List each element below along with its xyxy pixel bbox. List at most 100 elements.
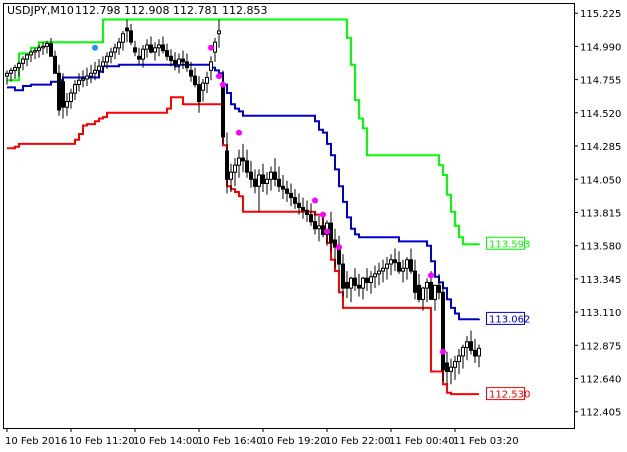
candle <box>233 158 237 187</box>
lower-band-line <box>7 96 479 396</box>
y-tick-label: 113.110 <box>580 308 621 319</box>
candle <box>385 257 389 280</box>
candles-layer <box>5 19 481 385</box>
candle <box>297 193 301 215</box>
candle <box>49 37 53 57</box>
buy-signal-dot <box>92 44 98 51</box>
sell-signal-dot <box>336 244 342 251</box>
candle <box>293 189 297 209</box>
candle <box>289 183 293 207</box>
bands-layer <box>7 18 480 396</box>
x-tick-label: 11 Feb 00:40 <box>389 436 455 447</box>
candle <box>113 43 117 60</box>
sell-signal-dot <box>216 73 222 80</box>
candle <box>413 259 417 300</box>
candle <box>33 47 37 60</box>
x-tick-label: 10 Feb 16:40 <box>197 436 263 447</box>
middle-band-line <box>7 63 480 321</box>
candle <box>369 271 373 294</box>
candle <box>189 61 193 82</box>
candle <box>93 61 97 81</box>
y-tick-label: 113.580 <box>580 242 621 253</box>
candle <box>241 143 245 173</box>
candle <box>217 19 221 48</box>
candle <box>441 282 445 382</box>
x-tick-label: 10 Feb 22:00 <box>325 436 391 447</box>
candle <box>133 40 137 57</box>
candle <box>41 42 45 55</box>
candle <box>229 163 233 192</box>
candle <box>305 200 309 222</box>
candle <box>381 259 385 283</box>
sell-signal-dot <box>208 44 214 51</box>
candle <box>161 36 165 54</box>
candle <box>449 358 453 385</box>
candle <box>405 257 409 280</box>
y-tick-label: 114.990 <box>580 42 621 53</box>
y-tick-label: 112.875 <box>580 341 621 352</box>
sell-signal-dot <box>440 348 446 355</box>
candle <box>157 39 161 57</box>
candle <box>357 273 361 297</box>
candle <box>269 166 273 191</box>
candle <box>9 67 13 82</box>
candle <box>377 262 381 286</box>
x-tick-label: 10 Feb 11:20 <box>69 436 135 447</box>
candle <box>285 180 289 202</box>
signals-layer <box>92 44 446 355</box>
candle <box>457 348 461 375</box>
candle <box>461 344 465 369</box>
candle <box>73 80 77 101</box>
candle <box>317 216 321 242</box>
y-tick-label: 112.640 <box>580 375 621 386</box>
candle <box>333 228 337 269</box>
svg-text:113.062: 113.062 <box>489 314 530 325</box>
candle <box>265 172 269 195</box>
y-tick-label: 114.520 <box>580 109 621 120</box>
sell-signal-dot <box>312 197 318 204</box>
sell-signal-dot <box>324 228 330 235</box>
x-tick-label: 10 Feb 2016 <box>5 436 67 447</box>
svg-text:113.593: 113.593 <box>489 239 530 250</box>
candle <box>401 259 405 283</box>
candle <box>69 88 73 109</box>
candle <box>313 211 317 235</box>
x-tick-label: 10 Feb 14:00 <box>133 436 199 447</box>
sell-signal-dot <box>220 81 226 88</box>
candle <box>149 36 153 54</box>
candle <box>97 59 101 78</box>
y-tick-label: 114.755 <box>580 76 621 87</box>
candle <box>409 248 413 274</box>
candle <box>225 132 229 194</box>
candle <box>349 276 353 303</box>
candle <box>45 40 49 54</box>
candle <box>437 273 441 300</box>
candle <box>141 45 145 68</box>
candle <box>477 344 481 368</box>
candle <box>17 61 21 77</box>
candle <box>201 78 205 102</box>
candle <box>181 50 185 69</box>
y-tick-label: 113.815 <box>580 209 621 220</box>
candle <box>129 23 133 45</box>
y-tick-label: 112.405 <box>580 408 621 419</box>
candle <box>85 67 89 86</box>
candle <box>125 19 129 43</box>
candle <box>193 67 197 88</box>
candle <box>109 47 113 64</box>
y-tick-label: 115.225 <box>580 9 621 20</box>
candle <box>13 64 17 79</box>
candle <box>345 271 349 298</box>
candle <box>205 71 209 93</box>
candle <box>37 45 41 58</box>
candle <box>153 42 157 61</box>
candle <box>253 169 257 194</box>
candle <box>61 73 65 119</box>
candle <box>249 160 253 188</box>
candle <box>77 73 81 92</box>
candle <box>353 268 357 291</box>
candle <box>121 30 125 51</box>
candle <box>257 169 261 212</box>
